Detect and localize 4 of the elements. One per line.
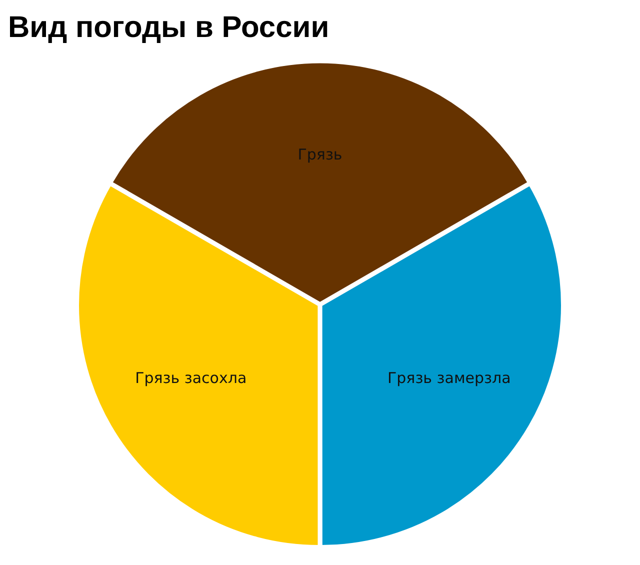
chart-title: Вид погоды в России <box>8 10 330 46</box>
slice-label: Грязь <box>298 145 342 164</box>
slice-label: Грязь засохла <box>135 368 247 387</box>
slice-label: Грязь замерзла <box>388 368 511 387</box>
